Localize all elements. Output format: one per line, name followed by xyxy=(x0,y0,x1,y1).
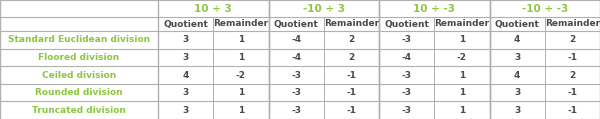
Text: Remainder: Remainder xyxy=(545,20,600,28)
Text: -3: -3 xyxy=(291,106,301,115)
Text: -3: -3 xyxy=(401,88,412,97)
Text: -3: -3 xyxy=(291,70,301,79)
Text: -4: -4 xyxy=(291,53,301,62)
Text: Floored division: Floored division xyxy=(38,53,119,62)
Text: 1: 1 xyxy=(459,88,465,97)
Text: -1: -1 xyxy=(346,88,356,97)
Text: 1: 1 xyxy=(459,35,465,44)
Text: Quotient: Quotient xyxy=(494,20,539,28)
Text: -1: -1 xyxy=(346,70,356,79)
Text: Quotient: Quotient xyxy=(384,20,429,28)
Text: -3: -3 xyxy=(401,35,412,44)
Text: Quotient: Quotient xyxy=(274,20,319,28)
Text: 2: 2 xyxy=(569,35,575,44)
Text: 1: 1 xyxy=(238,53,244,62)
Text: 1: 1 xyxy=(238,35,244,44)
Text: 3: 3 xyxy=(514,88,520,97)
Text: -10 ÷ -3: -10 ÷ -3 xyxy=(521,3,568,13)
Text: Truncated division: Truncated division xyxy=(32,106,126,115)
Text: 1: 1 xyxy=(459,106,465,115)
Text: Remainder: Remainder xyxy=(434,20,490,28)
Text: 2: 2 xyxy=(348,35,355,44)
Text: 4: 4 xyxy=(182,70,189,79)
Text: -4: -4 xyxy=(291,35,301,44)
Text: -1: -1 xyxy=(568,106,577,115)
Text: -1: -1 xyxy=(568,88,577,97)
Text: -10 ÷ 3: -10 ÷ 3 xyxy=(303,3,345,13)
Text: 4: 4 xyxy=(514,70,520,79)
Text: 10 ÷ 3: 10 ÷ 3 xyxy=(194,3,232,13)
Text: -2: -2 xyxy=(236,70,246,79)
Text: 3: 3 xyxy=(514,106,520,115)
Text: Quotient: Quotient xyxy=(163,20,208,28)
Text: 3: 3 xyxy=(182,88,189,97)
Text: 3: 3 xyxy=(182,35,189,44)
Text: 1: 1 xyxy=(459,70,465,79)
Text: 2: 2 xyxy=(348,53,355,62)
Text: 3: 3 xyxy=(182,53,189,62)
Text: -3: -3 xyxy=(401,70,412,79)
Text: 10 ÷ -3: 10 ÷ -3 xyxy=(413,3,455,13)
Text: Ceiled division: Ceiled division xyxy=(42,70,116,79)
Text: 3: 3 xyxy=(182,106,189,115)
Text: -1: -1 xyxy=(346,106,356,115)
Text: Rounded division: Rounded division xyxy=(35,88,123,97)
Text: -1: -1 xyxy=(568,53,577,62)
Text: 1: 1 xyxy=(238,88,244,97)
Text: Remainder: Remainder xyxy=(214,20,268,28)
Text: 3: 3 xyxy=(514,53,520,62)
Text: Standard Euclidean division: Standard Euclidean division xyxy=(8,35,150,44)
Text: -4: -4 xyxy=(401,53,412,62)
Text: 1: 1 xyxy=(238,106,244,115)
Text: Remainder: Remainder xyxy=(324,20,379,28)
Text: -3: -3 xyxy=(291,88,301,97)
Text: -2: -2 xyxy=(457,53,467,62)
Text: 2: 2 xyxy=(569,70,575,79)
Text: 4: 4 xyxy=(514,35,520,44)
Text: -3: -3 xyxy=(401,106,412,115)
